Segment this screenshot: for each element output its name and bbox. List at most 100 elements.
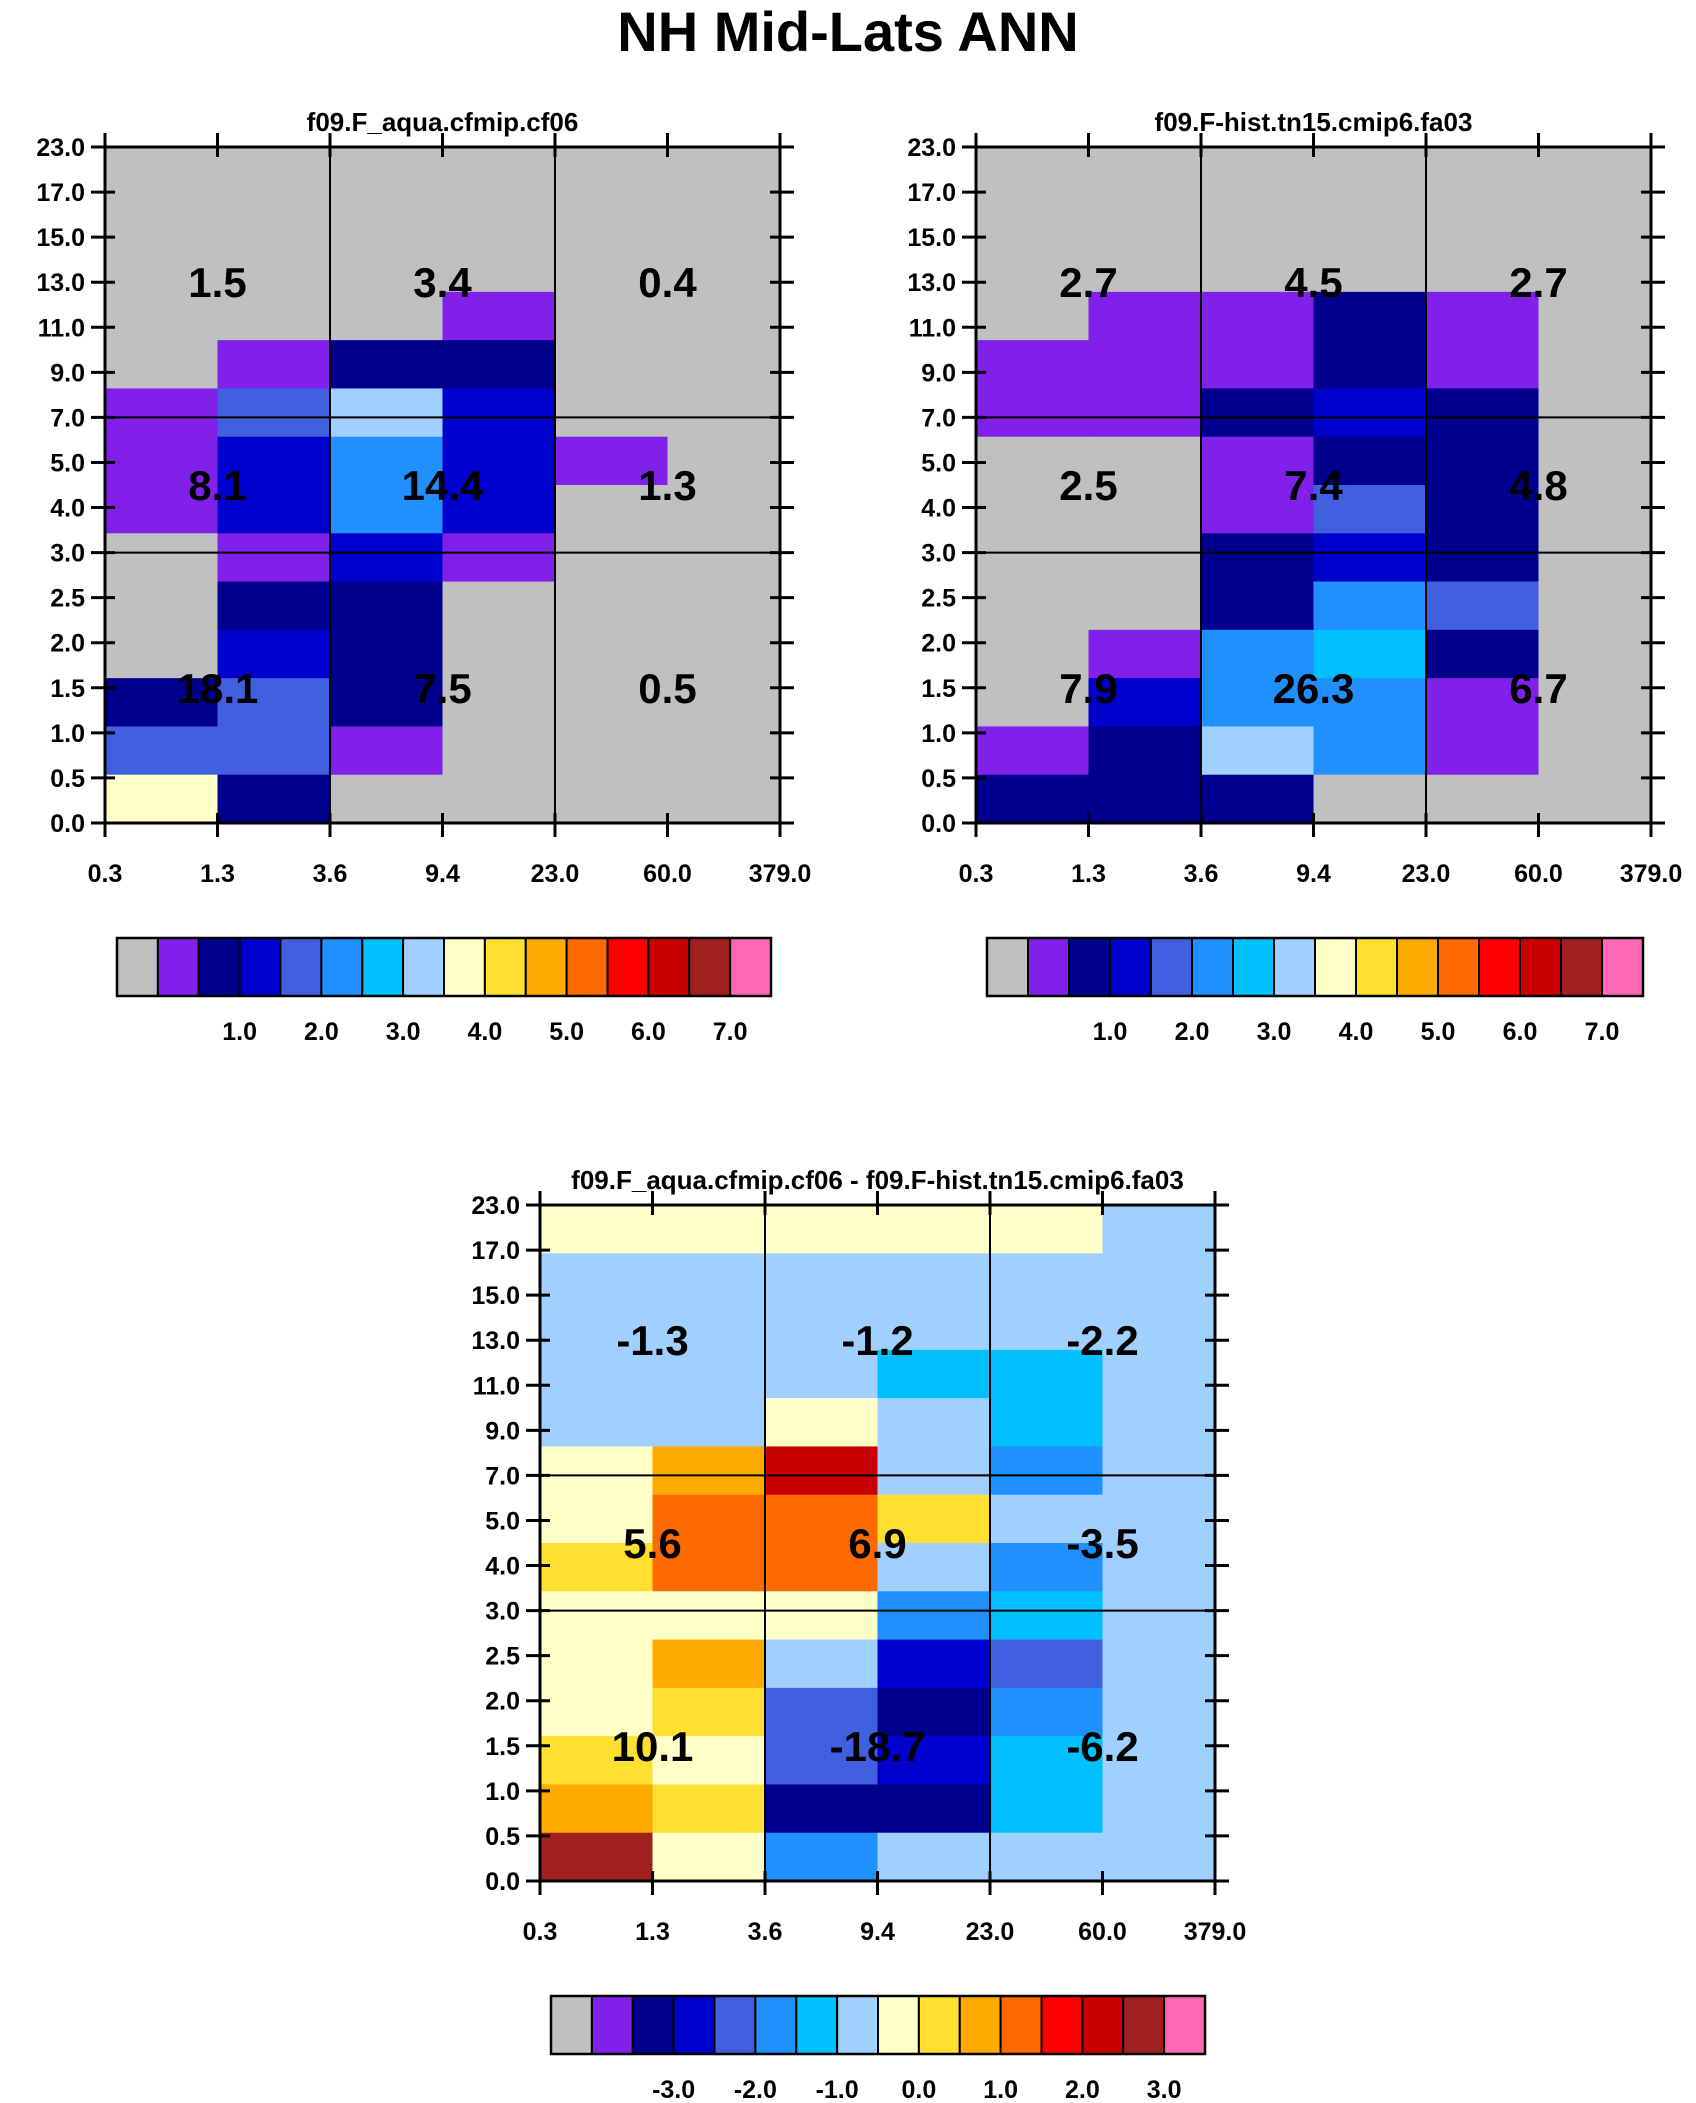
heatmap-cell: [765, 1591, 879, 1641]
y-tick-label: 7.0: [921, 404, 956, 432]
heatmap-cell: [217, 726, 331, 776]
y-tick-label: 23.0: [36, 134, 85, 162]
colorbar-swatch: [958, 1995, 1002, 2055]
y-tick-label: 1.5: [921, 675, 956, 703]
heatmap-cell: [652, 1398, 766, 1448]
heatmap-cell: [652, 1494, 766, 1544]
heatmap-cell: [1313, 581, 1427, 631]
heatmap-cell: [540, 1543, 654, 1592]
heatmap-cell: [667, 436, 781, 486]
x-tick-label: 1.3: [200, 860, 235, 888]
colorbar-swatch: [647, 937, 691, 997]
heatmap-cell: [540, 1398, 654, 1448]
heatmap-cell: [1201, 388, 1315, 438]
heatmap-cell: [1102, 1591, 1216, 1641]
y-tick-label: 5.0: [485, 1507, 520, 1535]
heatmap-cell: [330, 147, 444, 196]
heatmap-cell: [105, 581, 219, 631]
x-tick-label: 60.0: [1078, 1918, 1127, 1946]
colorbar-swatch: [279, 937, 323, 997]
heatmap-cell: [1313, 388, 1427, 438]
heatmap-cell: [105, 195, 219, 245]
colorbar-swatch: [754, 1995, 798, 2055]
heatmap-cell: [765, 1784, 879, 1834]
colorbar-swatch: [590, 1995, 634, 2055]
colorbar-tick-label: 5.0: [1421, 1018, 1456, 1046]
y-tick-label: 17.0: [36, 179, 85, 207]
heatmap-cell: [442, 291, 556, 341]
x-tick-label: 0.3: [959, 860, 994, 888]
y-tick-label: 15.0: [36, 224, 85, 252]
heatmap-cell: [217, 291, 331, 341]
heatmap-cell: [1538, 678, 1652, 728]
heatmap-cell: [1201, 147, 1315, 196]
y-tick-label: 5.0: [50, 449, 85, 477]
y-tick-label: 23.0: [471, 1192, 520, 1220]
heatmap-cell: [667, 195, 781, 245]
heatmap-cell: [652, 1349, 766, 1399]
heatmap-cell: [990, 1736, 1104, 1786]
heatmap-cell: [652, 1784, 766, 1834]
box-value-label: -1.2: [841, 1317, 913, 1364]
heatmap-cell: [330, 533, 444, 583]
heatmap-cell: [877, 1687, 991, 1737]
heatmap-cell: [555, 291, 669, 341]
heatmap-cell: [105, 774, 219, 824]
colorbar-swatch: [606, 937, 650, 997]
heatmap-cell: [555, 774, 669, 824]
heatmap-cell: [1102, 1687, 1216, 1737]
heatmap-cell: [1088, 581, 1202, 631]
heatmap-panel-3: f09.F_aqua.cfmip.cf06 - f09.F-hist.tn15.…: [471, 1165, 1246, 2103]
y-tick-label: 7.0: [485, 1462, 520, 1490]
heatmap-cell: [330, 291, 444, 341]
heatmap-cell: [765, 1446, 879, 1496]
colorbar-swatch: [631, 1995, 675, 2055]
colorbar-tick-label: -3.0: [652, 2076, 695, 2103]
heatmap-panel-2: f09.F-hist.tn15.cmip6.fa03 0.0 0.5 1.0 1.5 2.…: [907, 107, 1682, 1046]
heatmap-cell: [976, 195, 1090, 245]
heatmap-cell: [105, 436, 219, 486]
colorbar-tick-label: 5.0: [549, 1018, 584, 1046]
heatmap-cell: [540, 1832, 654, 1882]
heatmap-cell: [217, 243, 331, 293]
heatmap-cell: [1538, 147, 1652, 196]
colorbar-swatch: [238, 937, 282, 997]
heatmap-cell: [877, 1205, 991, 1254]
y-tick-label: 23.0: [907, 134, 956, 162]
colorbar-swatch: [1027, 937, 1070, 997]
y-tick-label: 2.0: [921, 630, 956, 658]
colorbar-swatch: [729, 937, 772, 997]
heatmap-panel-1: f09.F_aqua.cfmip.cf06 0.0 0.5 1.0 1.5 2.0 2.5 3…: [36, 107, 811, 1046]
heatmap-cell: [1426, 388, 1540, 438]
x-tick-label: 60.0: [643, 860, 692, 888]
heatmap-cell: [105, 340, 219, 390]
colorbar-swatch: [1355, 937, 1398, 997]
heatmap-cell: [540, 1494, 654, 1544]
heatmap-cell: [877, 1398, 991, 1448]
heatmap-cell: [540, 1301, 654, 1351]
box-value-label: 7.9: [1059, 665, 1117, 712]
heatmap-cell: [540, 1687, 654, 1737]
colorbar-swatch: [1040, 1995, 1084, 2055]
heatmap-cell: [1201, 243, 1315, 293]
heatmap-cell: [1088, 195, 1202, 245]
colorbar-swatch: [877, 1995, 920, 2055]
heatmap-cell: [1426, 147, 1540, 196]
y-tick-label: 3.0: [921, 540, 956, 568]
heatmap-cell: [330, 243, 444, 293]
box-value-label: 0.4: [638, 259, 697, 306]
heatmap-cell: [1313, 147, 1427, 196]
colorbar-tick-label: 6.0: [1503, 1018, 1538, 1046]
heatmap-cell: [990, 1639, 1104, 1689]
colorbar-swatch: [1191, 937, 1234, 997]
y-tick-label: 2.5: [921, 585, 956, 613]
heatmap-cell: [976, 291, 1090, 341]
colorbar-tick-label: 1.0: [1093, 1018, 1128, 1046]
heatmap-cell: [1102, 1253, 1216, 1303]
heatmap-cell: [976, 629, 1090, 679]
heatmap-cell: [1201, 678, 1315, 728]
page-title: NH Mid-Lats ANN: [617, 0, 1079, 63]
box-value-label: 18.1: [177, 665, 259, 712]
heatmap-cell: [105, 388, 219, 438]
heatmap-cell: [1426, 291, 1540, 341]
